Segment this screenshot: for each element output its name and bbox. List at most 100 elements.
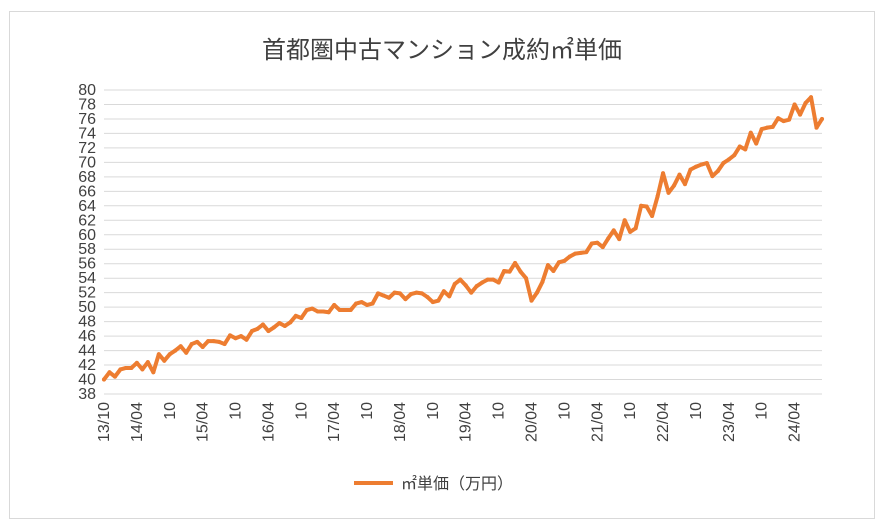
x-tick-label: 16/04	[260, 402, 277, 442]
x-tick-label: 10	[622, 402, 639, 420]
x-tick-label: 17/04	[326, 402, 343, 442]
data-point	[304, 308, 309, 313]
data-point	[600, 245, 605, 250]
data-point	[354, 301, 359, 306]
y-tick-label: 66	[78, 183, 96, 200]
data-point	[480, 280, 485, 285]
data-point	[721, 161, 726, 166]
data-point	[792, 102, 797, 107]
y-tick-label: 74	[78, 125, 96, 142]
data-point	[343, 308, 348, 313]
series-layer	[102, 95, 824, 382]
data-point	[644, 204, 649, 209]
data-point	[617, 237, 622, 242]
data-point	[611, 228, 616, 233]
data-point	[639, 203, 644, 208]
data-point	[326, 310, 331, 315]
data-point	[704, 161, 709, 166]
data-point	[682, 182, 687, 187]
data-point	[425, 295, 430, 300]
y-tick-label: 68	[78, 169, 96, 186]
data-point	[129, 365, 134, 370]
data-point	[403, 297, 408, 302]
y-tick-label: 50	[78, 299, 96, 316]
x-tick-label: 15/04	[195, 402, 212, 442]
y-axis-ticks: 3840424446485052545658606264666870727476…	[78, 82, 96, 403]
data-point	[628, 229, 633, 234]
data-point	[633, 226, 638, 231]
gridlines	[104, 89, 822, 395]
y-tick-label: 72	[78, 140, 96, 157]
data-point	[578, 250, 583, 255]
data-point	[485, 277, 490, 282]
data-point	[217, 339, 222, 344]
data-point	[650, 213, 655, 218]
data-point	[184, 350, 189, 355]
x-tick-label: 10	[688, 402, 705, 420]
data-point	[441, 289, 446, 294]
data-point	[337, 308, 342, 313]
data-point	[715, 169, 720, 174]
data-point	[112, 374, 117, 379]
data-point	[452, 281, 457, 286]
x-tick-label: 14/04	[129, 402, 146, 442]
data-point	[606, 236, 611, 241]
data-point	[798, 112, 803, 117]
data-point	[419, 291, 424, 296]
x-tick-label: 18/04	[392, 402, 409, 442]
y-tick-label: 56	[78, 256, 96, 273]
data-point	[584, 250, 589, 255]
data-point	[162, 358, 167, 363]
data-point	[271, 325, 276, 330]
y-tick-label: 54	[78, 270, 96, 287]
y-tick-label: 60	[78, 227, 96, 244]
data-point	[370, 301, 375, 306]
data-point	[770, 124, 775, 129]
data-point	[397, 291, 402, 296]
data-point	[693, 164, 698, 169]
data-point	[332, 302, 337, 307]
x-axis-ticks: 13/10 14/04 10 15/04 10 16/04 10 17/04 10 18/04 10…	[96, 402, 804, 442]
data-point	[189, 342, 194, 347]
data-point	[408, 292, 413, 297]
data-point	[222, 342, 227, 347]
data-point	[661, 171, 666, 176]
data-point	[540, 279, 545, 284]
data-point	[249, 329, 254, 334]
y-tick-label: 80	[78, 82, 96, 99]
y-tick-label: 40	[78, 372, 96, 389]
data-point	[195, 339, 200, 344]
data-point	[244, 337, 249, 342]
chart-area	[9, 11, 875, 519]
x-tick-label: 21/04	[589, 402, 606, 442]
x-tick-label: 24/04	[787, 402, 804, 442]
data-point	[726, 157, 731, 162]
data-point	[672, 183, 677, 188]
x-tick-label: 10	[425, 402, 442, 420]
data-point	[118, 367, 123, 372]
data-point	[699, 162, 704, 167]
data-point	[562, 258, 567, 263]
data-point	[765, 125, 770, 130]
data-point	[677, 172, 682, 177]
data-point	[200, 344, 205, 349]
x-tick-label: 10	[228, 402, 245, 420]
data-point	[748, 130, 753, 135]
data-point	[178, 344, 183, 349]
data-point	[134, 360, 139, 365]
y-tick-label: 52	[78, 285, 96, 302]
x-tick-label: 10	[162, 402, 179, 420]
data-point	[803, 101, 808, 106]
x-tick-label: 10	[754, 402, 771, 420]
data-point	[436, 298, 441, 303]
data-point	[447, 294, 452, 299]
data-point	[809, 95, 814, 100]
legend: ㎡単価（万円）	[354, 474, 513, 493]
data-point	[513, 260, 518, 265]
data-point	[173, 348, 178, 353]
data-point	[321, 309, 326, 314]
data-point	[102, 377, 106, 382]
x-tick-label: 22/04	[655, 402, 672, 442]
data-point	[293, 313, 298, 318]
data-point	[595, 240, 600, 245]
